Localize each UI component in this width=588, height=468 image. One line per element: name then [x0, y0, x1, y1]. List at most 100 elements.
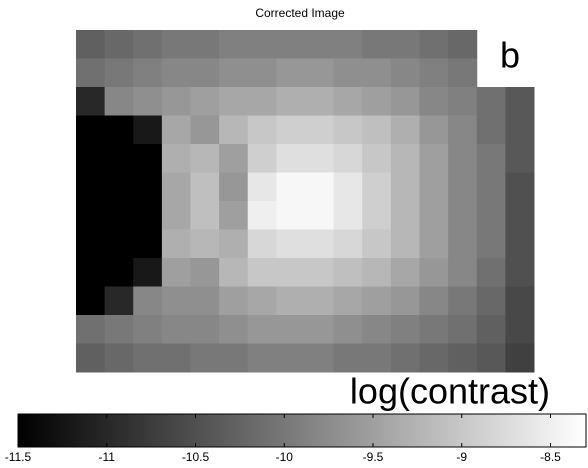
heatmap-cell [161, 30, 191, 59]
heatmap-cell [190, 87, 220, 116]
colorbar-tick-label: -10 [276, 450, 294, 464]
heatmap-cell [362, 258, 392, 287]
heatmap-cell [505, 144, 535, 173]
heatmap-cell [390, 229, 420, 259]
heatmap-cell [219, 286, 249, 316]
colorbar-tick-label: -9 [456, 450, 467, 464]
heatmap-cell [476, 315, 506, 344]
heatmap-cell [104, 258, 134, 287]
heatmap-cell [219, 87, 249, 116]
heatmap-cell [161, 87, 191, 116]
heatmap-cell [76, 315, 106, 344]
heatmap-cell [219, 30, 249, 59]
heatmap-cell [476, 229, 506, 259]
heatmap-cell [104, 115, 134, 145]
colorbar-tick-label: -11.5 [5, 450, 32, 464]
heatmap-cell [362, 201, 392, 230]
heatmap-cell [333, 258, 363, 287]
heatmap-cell [133, 87, 163, 116]
heatmap-cell [305, 229, 335, 259]
heatmap-cell [76, 30, 106, 59]
heatmap-cell [247, 115, 277, 145]
heatmap-cell [76, 87, 106, 116]
heatmap-cell [390, 201, 420, 230]
heatmap-cell [333, 172, 363, 202]
heatmap-cell [333, 58, 363, 88]
heatmap-cell [247, 58, 277, 88]
heatmap-cell [390, 343, 420, 373]
heatmap-cell [276, 30, 306, 59]
heatmap-cell [476, 144, 506, 173]
heatmap-cell [161, 58, 191, 88]
heatmap-cell [419, 343, 449, 373]
heatmap-cell [133, 144, 163, 173]
heatmap-cell [333, 115, 363, 145]
heatmap-cell [419, 58, 449, 88]
heatmap-cell [161, 229, 191, 259]
heatmap-cell [419, 229, 449, 259]
heatmap-cell [362, 315, 392, 344]
heatmap-cell [219, 201, 249, 230]
heatmap-cell [104, 315, 134, 344]
heatmap-cell [419, 172, 449, 202]
colorbar [17, 413, 587, 448]
heatmap-cell [104, 144, 134, 173]
heatmap-cell [505, 258, 535, 287]
heatmap-cell [190, 258, 220, 287]
heatmap-cell [161, 172, 191, 202]
heatmap-cell [390, 144, 420, 173]
heatmap-cell [76, 144, 106, 173]
heatmap-cell [190, 343, 220, 373]
heatmap-cell [390, 286, 420, 316]
heatmap-cell [419, 315, 449, 344]
heatmap-cell [76, 172, 106, 202]
heatmap-cell [190, 286, 220, 316]
heatmap-cell [448, 58, 478, 88]
heatmap-cell [219, 343, 249, 373]
heatmap-cell [362, 115, 392, 145]
heatmap-cell [247, 30, 277, 59]
heatmap-cell [133, 286, 163, 316]
heatmap-cell [247, 286, 277, 316]
heatmap-cell [505, 315, 535, 344]
heatmap-cell [362, 172, 392, 202]
heatmap-cell [247, 172, 277, 202]
heatmap-cell [190, 58, 220, 88]
heatmap-cell [76, 286, 106, 316]
heatmap-cell [161, 315, 191, 344]
heatmap-cell [448, 115, 478, 145]
heatmap-cell [161, 144, 191, 173]
heatmap-cell [390, 258, 420, 287]
heatmap-cell [333, 229, 363, 259]
heatmap-cell [448, 87, 478, 116]
heatmap-cell [476, 201, 506, 230]
heatmap-cell [104, 286, 134, 316]
heatmap-cell [305, 172, 335, 202]
heatmap-cell [133, 30, 163, 59]
heatmap-cell [333, 201, 363, 230]
heatmap-cell [247, 315, 277, 344]
heatmap-cell [76, 58, 106, 88]
heatmap-cell [305, 115, 335, 145]
heatmap-cell [219, 144, 249, 173]
heatmap-cell [247, 258, 277, 287]
heatmap-cell [305, 58, 335, 88]
heatmap-cell [190, 30, 220, 59]
heatmap-cell [276, 201, 306, 230]
heatmap-cell [448, 30, 478, 59]
heatmap-cell [305, 258, 335, 287]
heatmap-cell [305, 315, 335, 344]
heatmap-cell [505, 343, 535, 373]
heatmap-cell [448, 286, 478, 316]
heatmap-cell [276, 87, 306, 116]
colorbar-tick-label: -8.5 [540, 450, 561, 464]
heatmap-cell [161, 115, 191, 145]
heatmap-cell [76, 201, 106, 230]
heatmap-cell [476, 115, 506, 145]
heatmap-cell [104, 30, 134, 59]
heatmap-cell [362, 286, 392, 316]
heatmap-cell [505, 286, 535, 316]
heatmap-cell [76, 115, 106, 145]
heatmap-cell [76, 229, 106, 259]
